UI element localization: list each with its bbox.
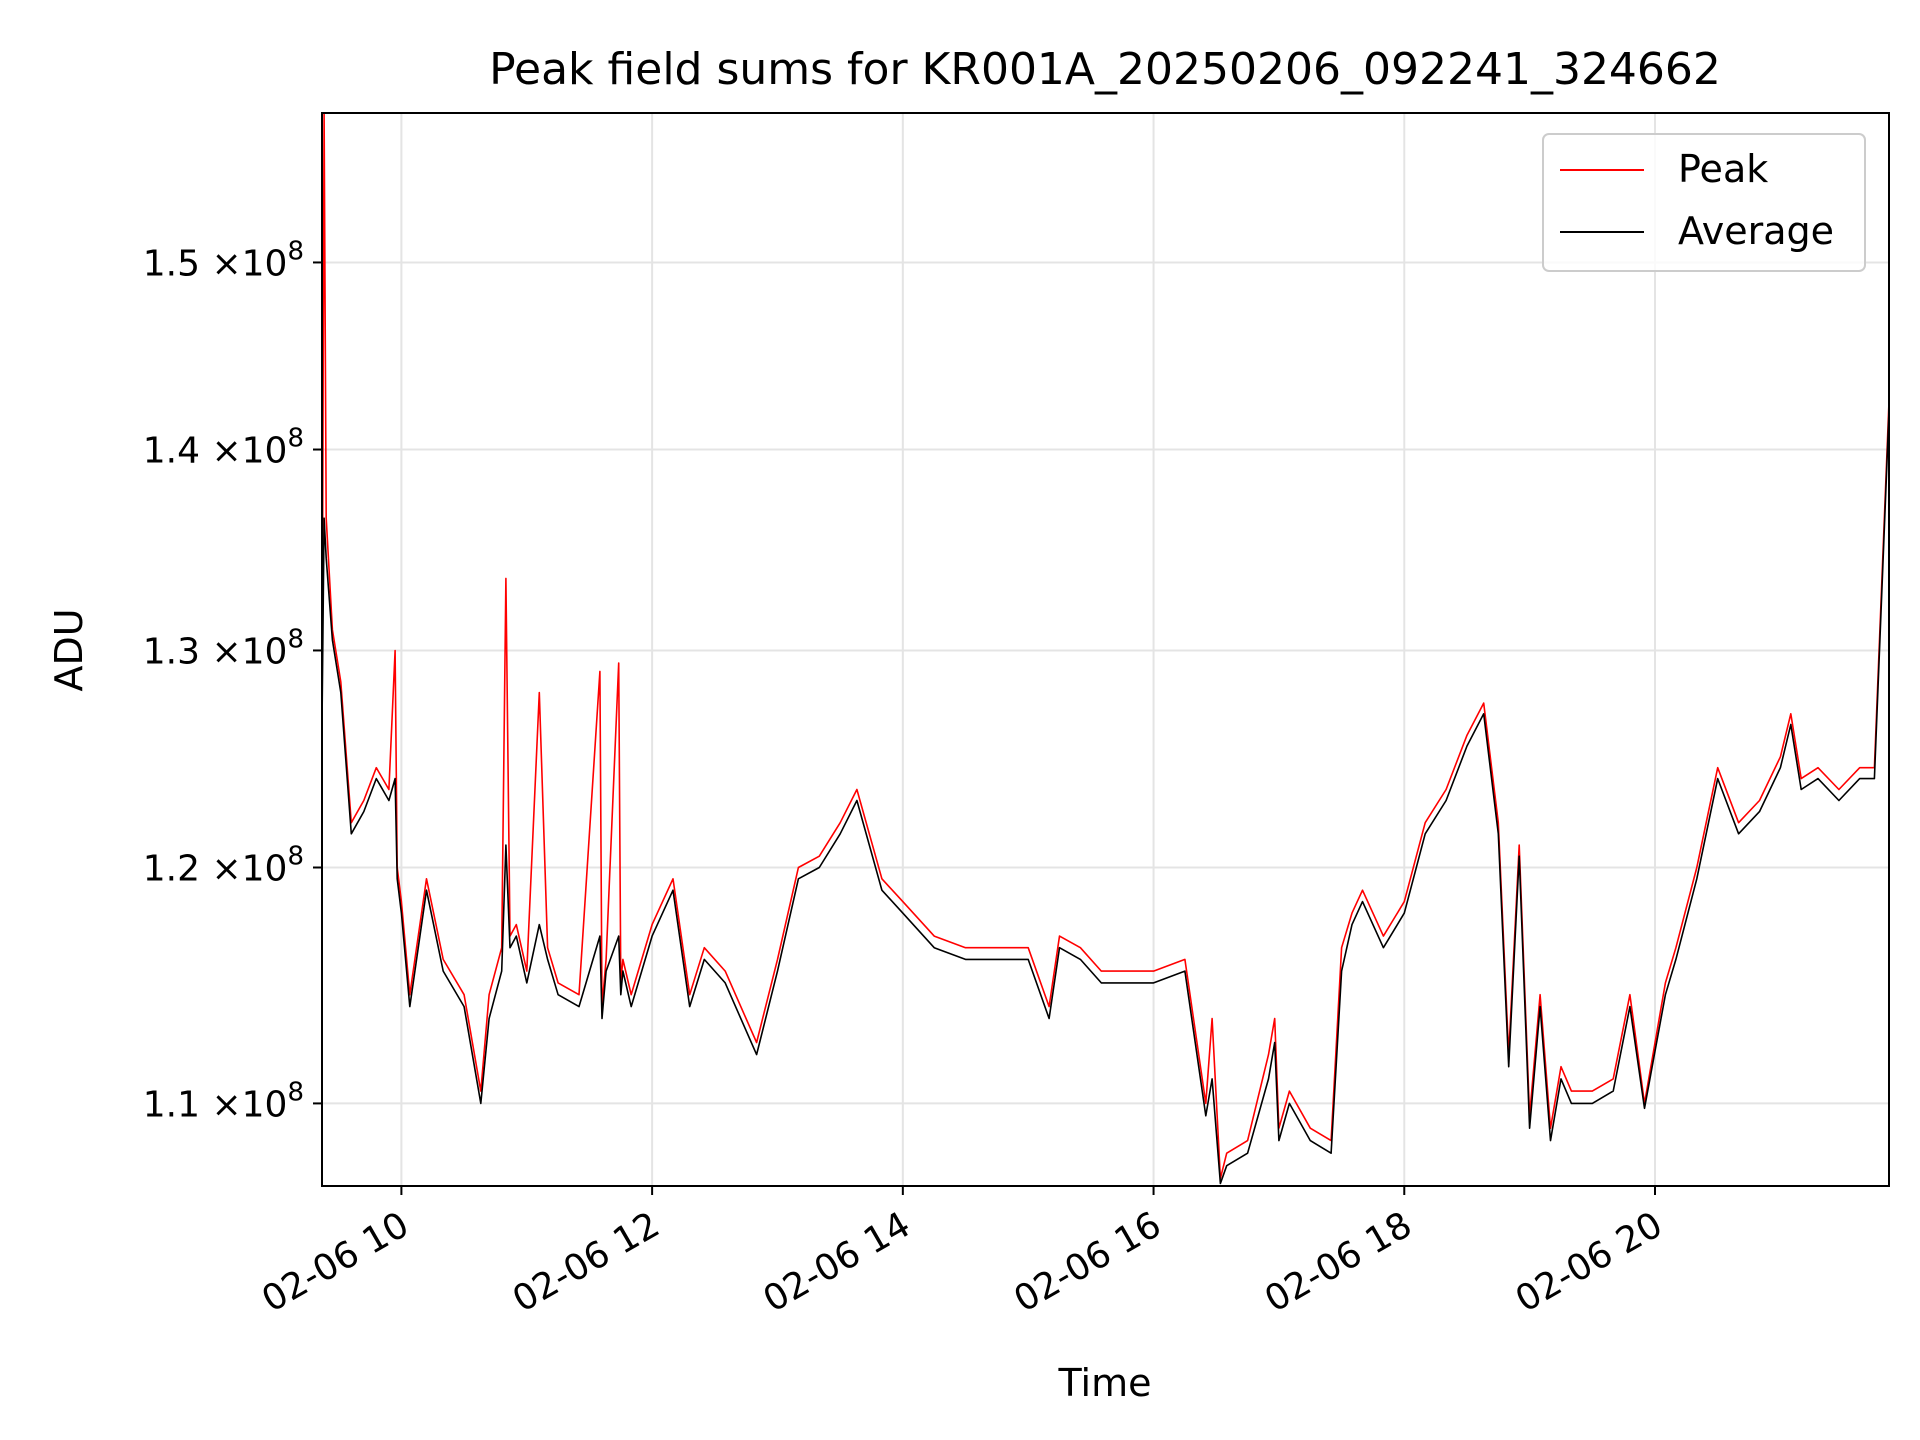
chart-title: Peak field sums for KR001A_20250206_0922… [489, 44, 1721, 95]
y-tick-label: 1.2 ×108 [143, 841, 304, 889]
grid [322, 113, 1889, 1186]
y-axis-ticks: 1.1 ×108 1.2 ×108 1.3 ×108 1.4 ×108 1.5 ×108 [143, 236, 322, 1125]
y-tick-label: 1.1 ×108 [143, 1077, 304, 1125]
legend-average-label: Average [1678, 209, 1834, 253]
plot-lines [322, 113, 1889, 1185]
legend-peak-label: Peak [1678, 147, 1768, 191]
x-axis-label: Time [1058, 1361, 1152, 1405]
y-tick-label: 1.5 ×108 [143, 236, 304, 284]
y-tick-label: 1.3 ×108 [143, 624, 304, 672]
y-axis-label: ADU [47, 608, 91, 691]
series-line-average [322, 411, 1889, 1185]
y-tick-label: 1.4 ×108 [143, 424, 304, 472]
legend: Peak Average [1542, 133, 1866, 272]
series-line-peak [322, 113, 1889, 1180]
legend-box [1542, 133, 1866, 272]
